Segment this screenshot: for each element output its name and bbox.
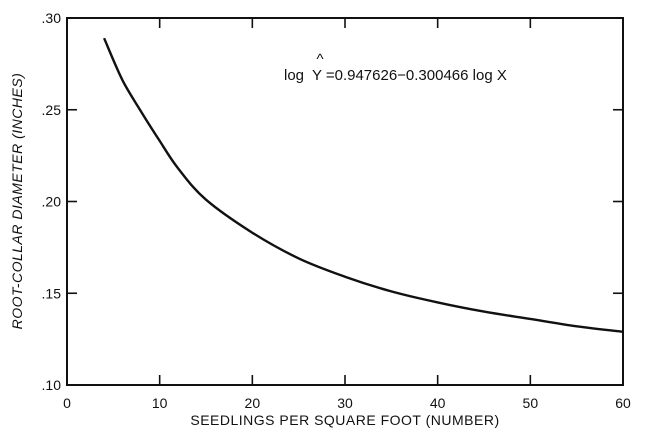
x-tick-label: 30	[337, 395, 353, 411]
y-axis-ticks	[67, 108, 623, 295]
x-tick-label: 60	[615, 395, 631, 411]
x-tick-label: 50	[523, 395, 539, 411]
equation-hat: ^	[316, 51, 323, 68]
y-axis-title: ROOT-COLLAR DIAMETER (INCHES)	[9, 73, 25, 330]
svg-text:log Y =0.947626−0.: log Y =0.947626−0.300466 log X	[284, 67, 507, 84]
x-axis-tick-labels: 0 10 20 30 40 50 60	[63, 395, 631, 411]
y-tick-label: .30	[42, 10, 62, 26]
y-tick-label: .15	[42, 285, 62, 301]
x-tick-label: 20	[245, 395, 261, 411]
x-axis-title: SEEDLINGS PER SQUARE FOOT (NUMBER)	[190, 412, 499, 428]
equation-rest: =0.947626−0.300466 log X	[326, 67, 507, 84]
y-tick-label: .25	[42, 102, 62, 118]
equation-y-symbol: Y	[312, 67, 322, 84]
data-series-line	[103, 37, 624, 333]
equation-log-prefix: log	[284, 67, 304, 84]
x-tick-label: 40	[430, 395, 446, 411]
y-axis-tick-labels: .10 .15 .20 .25 .30	[42, 10, 62, 393]
x-tick-label: 10	[152, 395, 168, 411]
y-tick-label: .20	[42, 194, 62, 210]
equation-annotation: log Y =0.947626−0.300466 log X ^	[284, 51, 507, 84]
y-tick-label: .10	[42, 377, 62, 393]
x-tick-label: 0	[63, 395, 71, 411]
x-axis-ticks	[158, 18, 532, 385]
